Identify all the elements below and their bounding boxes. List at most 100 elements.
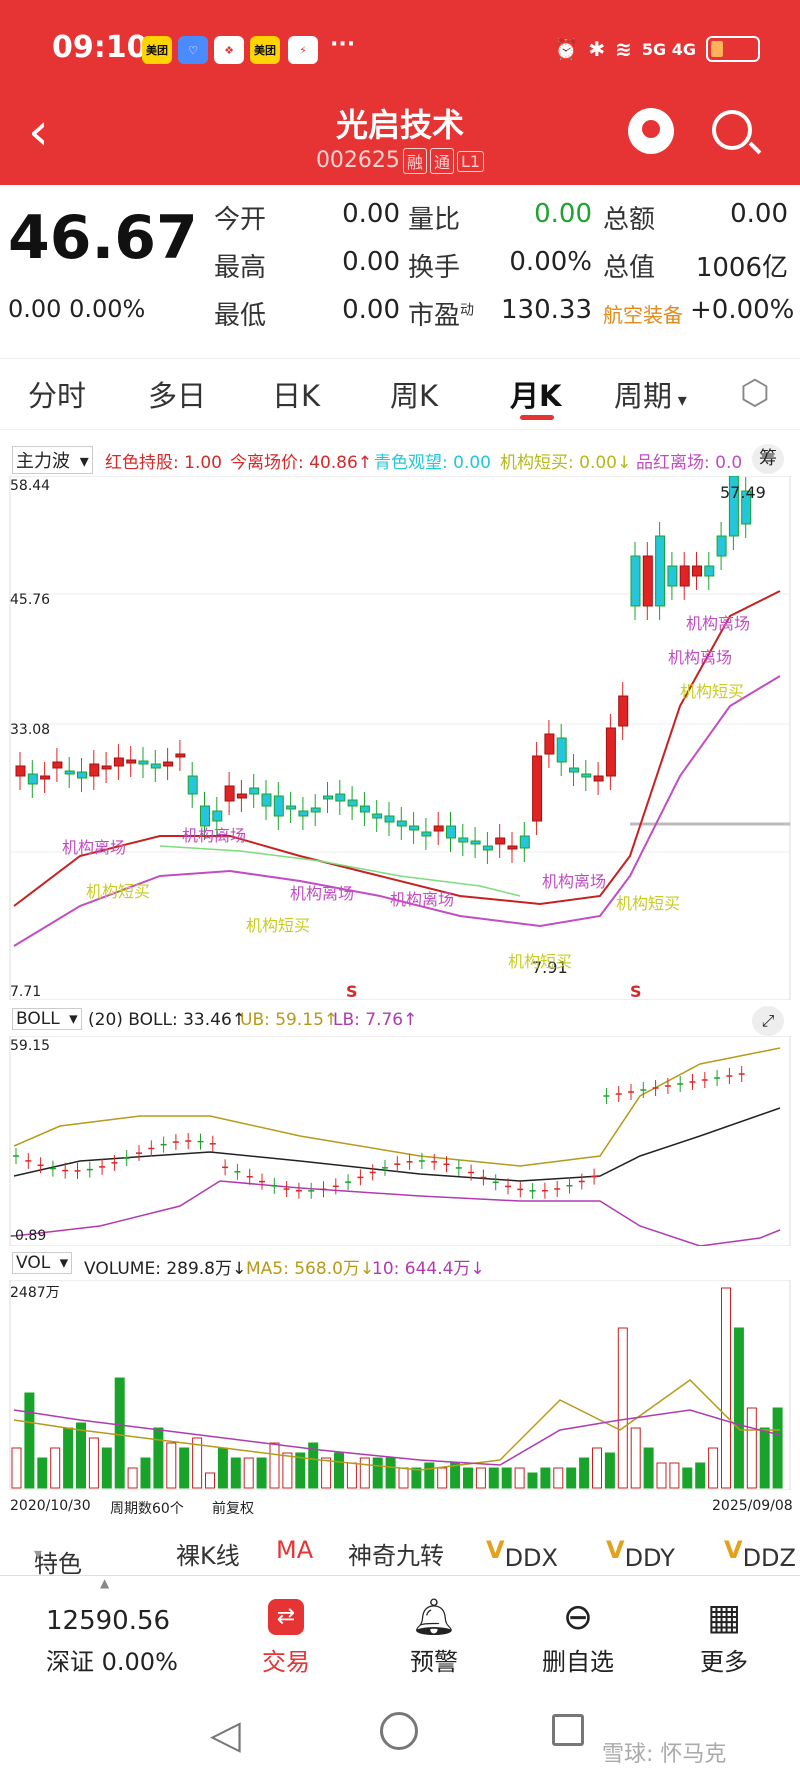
vol-bar [604,1452,615,1489]
vol-bar [11,1447,22,1489]
tool-ddz[interactable]: V DDZ [724,1536,796,1572]
k-candle [52,761,63,769]
status-bar: 09:10 美团 ♡ ❖ 美团 ⚡ ··· ⏰ ✱ ≋ 5G 4G [0,28,800,74]
value-turnover-rate: 0.00% [509,247,592,277]
tab-weekly-k[interactable]: 周K [390,379,439,413]
annotation-exit-3: 机构离场 [290,884,355,903]
k-candle [458,837,469,843]
sector-name[interactable]: 航空装备 [603,303,683,327]
tool-ddy[interactable]: V DDY [606,1536,675,1572]
tab-monthly-k[interactable]: 月K [510,379,562,413]
k-candle [40,775,51,780]
boll-indicator-select[interactable]: BOLL ▾ [12,1008,82,1030]
boll-chart[interactable] [0,1036,800,1246]
nav-more[interactable]: ▦ 更多 [664,1592,784,1677]
k-candle [642,555,653,607]
label-high: 最高 [214,253,267,283]
monthly-k-chart[interactable] [0,476,800,1000]
label-volume-ratio: 量比 [408,205,461,235]
boll-chart-frame [9,1036,791,1246]
index-value[interactable]: 12590.56 [46,1606,171,1636]
high-price-label: 57.49 [720,483,766,502]
index-name[interactable]: 深证 0.00% [46,1648,178,1676]
vol-bar [398,1467,409,1489]
tool-ddx[interactable]: V DDX [486,1536,558,1572]
k-candle [446,825,456,839]
label-pe: 市盈动 [408,301,475,331]
y-axis-mid1: 45.76 [10,592,51,608]
k-candle [692,565,702,577]
vol-bar [256,1457,267,1489]
boll-mid: (20) BOLL: 33.46↑ [88,1010,247,1030]
vol-bar [179,1447,190,1489]
main-indicator-select[interactable]: 主力波 ▾ [12,446,93,474]
vol-bar [205,1472,215,1489]
k-candle [605,727,616,777]
tool-magic-nine[interactable]: 神奇九转 [348,1542,444,1570]
badge-tong: 通 [429,148,454,174]
nav-alert[interactable]: 🔔︎ 预警 [374,1592,494,1677]
k-candle [273,795,284,817]
vol-bar [127,1467,138,1489]
k-candle [200,805,210,827]
tab-period-dropdown[interactable]: 周期 ▾ [614,379,687,413]
y-axis-top: 58.44 [10,478,51,494]
back-button[interactable]: ‹ [28,102,49,162]
assistant-robot-icon[interactable] [628,108,674,154]
vol-bar [230,1457,241,1489]
vol-bar [295,1452,306,1489]
annotation-buy-4: 机构短买 [616,894,681,913]
sys-recents-icon[interactable] [552,1714,584,1746]
tab-daily-k[interactable]: 日K [272,379,321,413]
vol-bar [488,1467,499,1489]
sys-home-icon[interactable] [380,1712,418,1750]
vol-bar [437,1467,448,1489]
settings-hexagon-icon[interactable]: ⬡ [740,373,770,413]
k-candle [433,825,444,832]
vol-bar [579,1457,590,1489]
k-candle [212,810,223,822]
k-candle [347,799,358,807]
period-count: 周期数60个 [110,1501,184,1517]
annotation-buy-2: 机构短买 [246,916,311,935]
tab-intraday[interactable]: 分时 [28,379,87,413]
vol-header: VOL ▾ VOLUME: 289.8万↓ MA5: 568.0万↓ 10: 6… [0,1250,800,1280]
label-open: 今开 [214,205,267,235]
k-candle [667,565,678,587]
vol-bar [346,1462,357,1489]
k-candle [716,535,727,557]
sys-back-icon[interactable]: ◁ [210,1712,241,1758]
adjust-mode: 前复权 [212,1501,254,1517]
k-candle [335,793,346,802]
volume-chart[interactable] [0,1280,800,1490]
bolt-app-icon: ⚡ [288,36,318,64]
vol-indicator-select[interactable]: VOL ▾ [12,1252,73,1274]
value-turnover-amount: 0.00 [730,199,788,229]
vol-bar [411,1467,422,1489]
date-start: 2020/10/30 [10,1498,91,1514]
k-candle [495,837,506,845]
boll-upper: UB: 59.15↑ [240,1010,339,1030]
k-candle [163,761,174,767]
nav-remove-watchlist[interactable]: ⊖ 删自选 [518,1592,638,1677]
vol-bar [643,1447,654,1489]
period-tabs: 分时 多日 日K 周K 月K 周期 ▾ ⬡ [0,358,800,430]
search-icon[interactable] [712,110,752,150]
honor-app-icon: ♡ [178,36,208,64]
expand-icon[interactable]: ⤢ [752,1006,784,1036]
price-change: 0.00 0.00% [8,295,146,323]
current-price: 46.67 [8,203,198,273]
vol-ma10-line [13,1409,781,1466]
tool-naked-k[interactable]: 裸K线 [176,1542,240,1570]
tool-ma[interactable]: MA [276,1536,314,1564]
sector-change: +0.00% [690,295,795,325]
tab-multi-day[interactable]: 多日 [148,379,207,413]
vol-bar [475,1467,486,1489]
vol-bar [514,1467,525,1489]
collapse-up-icon[interactable]: ▲ [100,1576,110,1590]
chip-distribution-button[interactable]: 筹 [752,444,784,474]
k-candle [298,810,309,817]
nav-trade[interactable]: ⇄ 交易 [226,1592,346,1677]
vol-bar [50,1447,61,1489]
status-right: ⏰ ✱ ≋ 5G 4G [553,36,760,62]
